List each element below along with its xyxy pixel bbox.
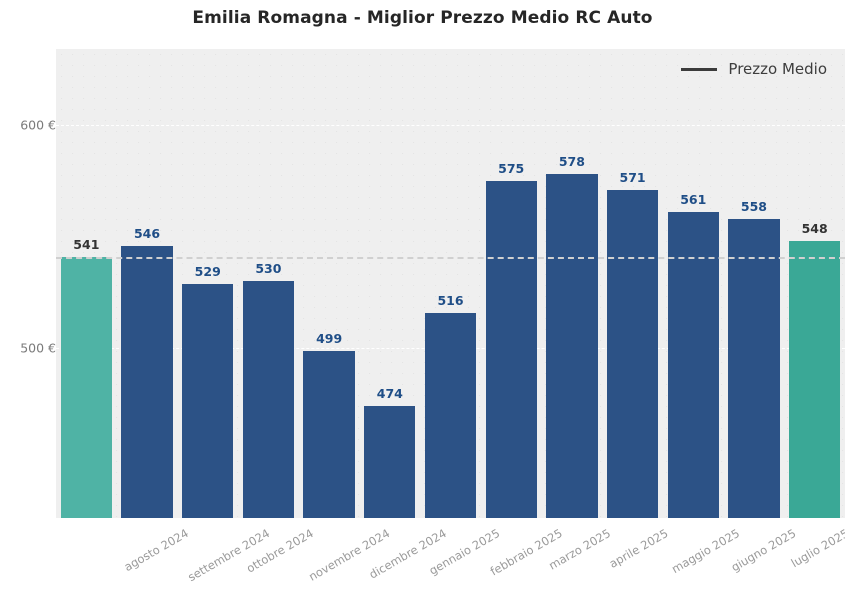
bar[interactable] bbox=[728, 218, 780, 518]
bar[interactable] bbox=[546, 174, 598, 518]
legend-line-marker bbox=[681, 67, 718, 71]
plot-area: 541 546 529 530 499 474 516 575 578 571 561 558 548 … bbox=[56, 49, 845, 518]
bar-value-label: 548 bbox=[801, 221, 828, 237]
x-axis-tick-label: aprile 2025 bbox=[606, 526, 671, 571]
bar-value-label: 575 bbox=[498, 160, 525, 176]
bar[interactable] bbox=[424, 312, 477, 518]
bar-value-label: 530 bbox=[255, 261, 282, 277]
bar-value-label: 516 bbox=[437, 292, 464, 308]
bar-value-label: 558 bbox=[740, 198, 767, 214]
bar[interactable] bbox=[303, 350, 355, 518]
average-reference-line bbox=[56, 256, 845, 259]
x-axis-tick-label: luglio 2025 bbox=[788, 526, 845, 571]
legend-label: Prezzo Medio bbox=[728, 60, 827, 78]
bar[interactable] bbox=[182, 283, 234, 518]
bar[interactable] bbox=[606, 189, 659, 518]
bar-value-label: 541 bbox=[73, 236, 100, 252]
bar-value-label: 499 bbox=[316, 330, 343, 346]
y-axis-tick-label: 600 € bbox=[20, 117, 56, 133]
bar-value-label: 578 bbox=[558, 154, 585, 170]
bar[interactable] bbox=[242, 281, 295, 518]
bar[interactable] bbox=[485, 180, 537, 518]
x-axis-tick-label: agosto 2024 bbox=[121, 526, 192, 575]
legend: Prezzo Medio bbox=[681, 60, 827, 78]
bar[interactable] bbox=[789, 241, 841, 518]
bar-value-label: 529 bbox=[194, 263, 221, 279]
bar-value-label: 571 bbox=[619, 169, 646, 185]
x-axis-tick-label: maggio 2025 bbox=[668, 526, 742, 577]
bar[interactable] bbox=[364, 406, 416, 518]
bar-value-label: 474 bbox=[376, 386, 403, 402]
bar-value-label: 561 bbox=[680, 192, 707, 208]
y-axis-tick-label: 500 € bbox=[20, 340, 56, 356]
chart-title: Emilia Romagna - Miglior Prezzo Medio RC… bbox=[192, 8, 653, 28]
bar[interactable] bbox=[121, 245, 173, 518]
gridline-600 bbox=[56, 124, 845, 126]
bar-value-label: 546 bbox=[133, 225, 161, 241]
bar[interactable] bbox=[60, 256, 112, 518]
